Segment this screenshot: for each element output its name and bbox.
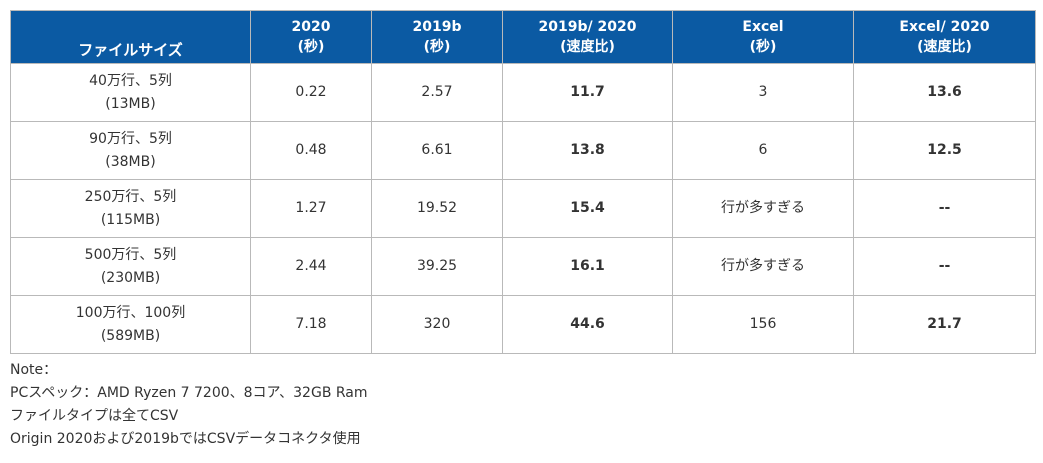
file-size-cell: 250万行、5列 (115MB)	[10, 179, 251, 238]
performance-table: ファイルサイズ 2020 (秒) 2019b (秒) 2019b/ 2020 (…	[10, 10, 1036, 354]
file-size-cell: 500万行、5列 (230MB)	[10, 237, 251, 296]
ratio-2019b-cell: 16.1	[502, 237, 673, 296]
note-line: ファイルタイプは全てCSV	[10, 408, 179, 424]
time-2019b-cell: 19.52	[371, 179, 503, 238]
ratio-excel-cell: --	[853, 237, 1036, 296]
ratio-excel-cell: 12.5	[853, 121, 1036, 180]
file-size-cell: 100万行、100列 (589MB)	[10, 295, 251, 354]
time-2020-cell: 2.44	[250, 237, 372, 296]
time-2019b-cell: 6.61	[371, 121, 503, 180]
note-line: PCスペック：AMD Ryzen 7 7200、8コア、32GB Ram	[10, 385, 368, 401]
time-2020-cell: 0.48	[250, 121, 372, 180]
table-row: 90万行、5列 (38MB) 0.48 6.61 13.8 6 12.5	[10, 121, 1036, 180]
note-line: Origin 2020および2019bではCSVデータコネクタ使用	[10, 431, 361, 447]
header-2020: 2020 (秒)	[250, 10, 372, 64]
time-2020-cell: 0.22	[250, 63, 372, 122]
ratio-excel-cell: 21.7	[853, 295, 1036, 354]
time-2019b-cell: 2.57	[371, 63, 503, 122]
time-excel-cell: 行が多すぎる	[672, 237, 854, 296]
ratio-2019b-cell: 13.8	[502, 121, 673, 180]
ratio-excel-cell: 13.6	[853, 63, 1036, 122]
notes: Note： PCスペック：AMD Ryzen 7 7200、8コア、32GB R…	[10, 359, 368, 451]
table-row: 250万行、5列 (115MB) 1.27 19.52 15.4 行が多すぎる …	[10, 179, 1036, 238]
time-excel-cell: 6	[672, 121, 854, 180]
header-2019b-ratio: 2019b/ 2020 (速度比)	[502, 10, 673, 64]
time-excel-cell: 行が多すぎる	[672, 179, 854, 238]
ratio-2019b-cell: 15.4	[502, 179, 673, 238]
time-2019b-cell: 39.25	[371, 237, 503, 296]
file-size-cell: 90万行、5列 (38MB)	[10, 121, 251, 180]
time-2020-cell: 7.18	[250, 295, 372, 354]
header-row: ファイルサイズ 2020 (秒) 2019b (秒) 2019b/ 2020 (…	[10, 10, 1036, 64]
table-row: 100万行、100列 (589MB) 7.18 320 44.6 156 21.…	[10, 295, 1036, 354]
time-2020-cell: 1.27	[250, 179, 372, 238]
ratio-2019b-cell: 44.6	[502, 295, 673, 354]
ratio-2019b-cell: 11.7	[502, 63, 673, 122]
table-row: 40万行、5列 (13MB) 0.22 2.57 11.7 3 13.6	[10, 63, 1036, 122]
header-2019b: 2019b (秒)	[371, 10, 503, 64]
header-excel-ratio: Excel/ 2020 (速度比)	[853, 10, 1036, 64]
table-row: 500万行、5列 (230MB) 2.44 39.25 16.1 行が多すぎる …	[10, 237, 1036, 296]
time-2019b-cell: 320	[371, 295, 503, 354]
header-file-size: ファイルサイズ	[10, 10, 251, 64]
ratio-excel-cell: --	[853, 179, 1036, 238]
file-size-cell: 40万行、5列 (13MB)	[10, 63, 251, 122]
header-excel: Excel (秒)	[672, 10, 854, 64]
time-excel-cell: 3	[672, 63, 854, 122]
time-excel-cell: 156	[672, 295, 854, 354]
note-heading: Note：	[10, 362, 58, 378]
